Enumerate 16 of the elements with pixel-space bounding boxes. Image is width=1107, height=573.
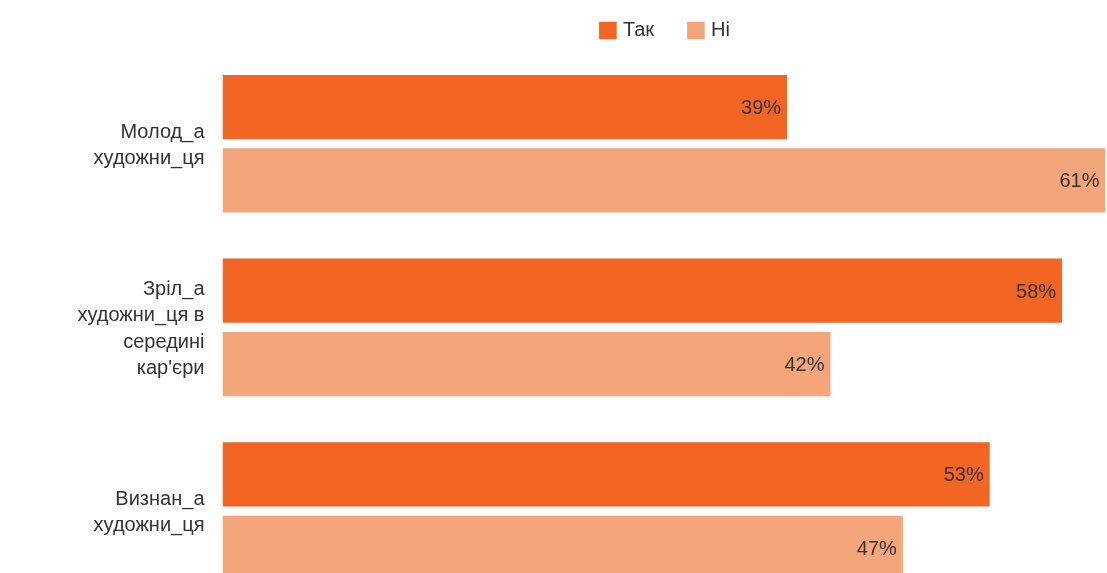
data-label: 58% [1016, 279, 1057, 302]
bar [222, 148, 1106, 213]
data-label: 47% [856, 536, 898, 559]
legend-label: Ні [711, 18, 731, 41]
data-label: 61% [1059, 169, 1100, 192]
bar [222, 258, 1063, 323]
bar [222, 332, 831, 397]
y-tick-label: Зріл_а художни_ця в середині кар'єри [77, 276, 206, 378]
data-label: 42% [784, 353, 825, 376]
legend-label: Так [622, 18, 655, 41]
y-tick-label: Визнан_а художни_ця [93, 486, 206, 537]
data-label: 39% [741, 96, 782, 119]
bar [222, 442, 990, 507]
bar [222, 74, 788, 140]
data-label: 53% [943, 463, 984, 486]
y-tick-label: Молод_а художни_ця [93, 119, 206, 169]
